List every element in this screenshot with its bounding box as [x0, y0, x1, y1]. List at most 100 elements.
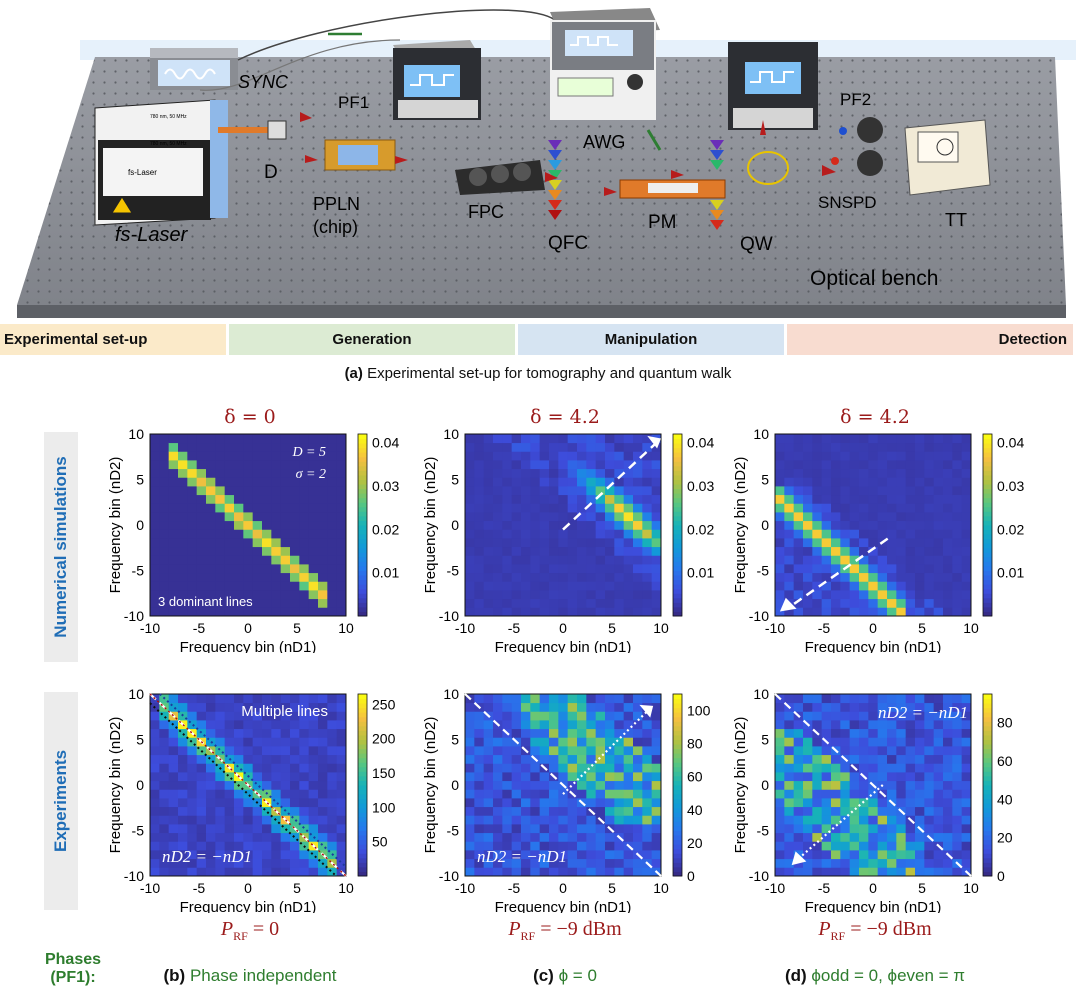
- heatmap-cell: [224, 529, 235, 539]
- heatmap-cell: [943, 711, 953, 721]
- heatmap-cell: [558, 754, 569, 764]
- heatmap-cell: [196, 815, 207, 825]
- heatmap-cell: [651, 711, 662, 721]
- heatmap-cell: [595, 841, 606, 851]
- heatmap-cell: [859, 555, 869, 565]
- heatmap-cell: [793, 538, 804, 548]
- heatmap-cell: [168, 572, 179, 582]
- heatmap-cell: [187, 529, 198, 539]
- heatmap-cell: [549, 581, 559, 591]
- heatmap-cell: [775, 737, 785, 747]
- heatmap-cell: [961, 746, 972, 756]
- heatmap-cell: [859, 598, 869, 608]
- heatmap-cell: [159, 451, 170, 461]
- heatmap-cell: [803, 858, 813, 868]
- heatmap-cell: [887, 451, 897, 461]
- heatmap-cell: [224, 598, 235, 608]
- heatmap-cell: [642, 789, 653, 799]
- heatmap-cell: [784, 581, 795, 591]
- heatmap-cell: [623, 468, 634, 478]
- heatmap-cell: [465, 720, 475, 730]
- heatmap-cell: [234, 520, 244, 530]
- heatmap-cell: [530, 711, 541, 721]
- heatmap-cell: [849, 772, 860, 782]
- heatmap-cell: [887, 694, 897, 704]
- heatmap-cell: [859, 494, 869, 504]
- heatmap-cell: [530, 555, 541, 565]
- heatmap-cell: [493, 806, 503, 816]
- heatmap-cell: [243, 746, 254, 756]
- heatmap-cell: [502, 702, 513, 712]
- heatmap-cell: [215, 867, 226, 877]
- heatmap-cell: [567, 503, 578, 513]
- heatmap-cell: [187, 702, 198, 712]
- heatmap-cell: [299, 468, 310, 478]
- heatmap-cell: [502, 763, 513, 773]
- heatmap-cell: [924, 746, 935, 756]
- heatmap-cell: [567, 546, 578, 556]
- heatmap-cell: [605, 494, 615, 504]
- heatmap-cell: [567, 850, 578, 860]
- heatmap-cell: [511, 772, 522, 782]
- heatmap-cell: [521, 815, 531, 825]
- heatmap-cell: [849, 711, 860, 721]
- heatmap-cell: [549, 451, 559, 461]
- heatmap-cell: [831, 529, 841, 539]
- heatmap-cell: [511, 546, 522, 556]
- heatmap-cell: [159, 434, 170, 444]
- heatmap-cell: [812, 590, 823, 600]
- heatmap-cell: [586, 581, 597, 591]
- heatmap-cell: [952, 850, 963, 860]
- heatmap-cell: [961, 754, 972, 764]
- heatmap-cell: [558, 711, 569, 721]
- heatmap-cell: [234, 564, 244, 574]
- heatmap-cell: [243, 832, 254, 842]
- heatmap-cell: [877, 598, 888, 608]
- heatmap-cell: [868, 590, 879, 600]
- heatmap-cell: [168, 780, 179, 790]
- heatmap-cell: [775, 780, 785, 790]
- heatmap-cell: [633, 546, 643, 556]
- heatmap-cell: [252, 780, 263, 790]
- y-tick-label: 10: [753, 686, 769, 702]
- heatmap-cell: [840, 780, 851, 790]
- heatmap-cell: [252, 728, 263, 738]
- heatmap-cell: [924, 520, 935, 530]
- heatmap-cell: [859, 850, 869, 860]
- heatmap-cell: [327, 538, 338, 548]
- heatmap-cell: [775, 468, 785, 478]
- heatmap-cell: [558, 858, 569, 868]
- heatmap-cell: [605, 694, 615, 704]
- heatmap-cell: [280, 780, 291, 790]
- heatmap-cell: [280, 503, 291, 513]
- heatmap-cell: [465, 468, 475, 478]
- heatmap-cell: [327, 477, 338, 487]
- heatmap-cell: [280, 754, 291, 764]
- heatmap-cell: [308, 564, 319, 574]
- heatmap-cell: [483, 460, 494, 470]
- heatmap-cell: [651, 850, 662, 860]
- heatmap-cell: [271, 477, 282, 487]
- heatmap-cell: [605, 486, 615, 496]
- prf-label-2: PRF = −9 dBm: [508, 918, 622, 943]
- heatmap-cell: [530, 486, 541, 496]
- heatmap-cell: [849, 572, 860, 582]
- heatmap-cell: [308, 694, 319, 704]
- heatmap-cell: [493, 564, 503, 574]
- heatmap-cell: [308, 512, 319, 522]
- heatmap-cell: [502, 832, 513, 842]
- heatmap-cell: [196, 434, 207, 444]
- heatmap-cell: [840, 494, 851, 504]
- heatmap-cell: [187, 737, 198, 747]
- heatmap-cell: [206, 529, 216, 539]
- heatmap-cell: [206, 806, 216, 816]
- heatmap-cell: [961, 841, 972, 851]
- heatmap-cell: [299, 477, 310, 487]
- heatmap-cell: [859, 607, 869, 617]
- heatmap-cell: [633, 564, 643, 574]
- heatmap-cell: [502, 442, 513, 452]
- heatmap-cell: [308, 520, 319, 530]
- walk-arrow: [788, 537, 889, 608]
- heatmap-cell: [577, 564, 587, 574]
- heatmap-cell: [280, 720, 291, 730]
